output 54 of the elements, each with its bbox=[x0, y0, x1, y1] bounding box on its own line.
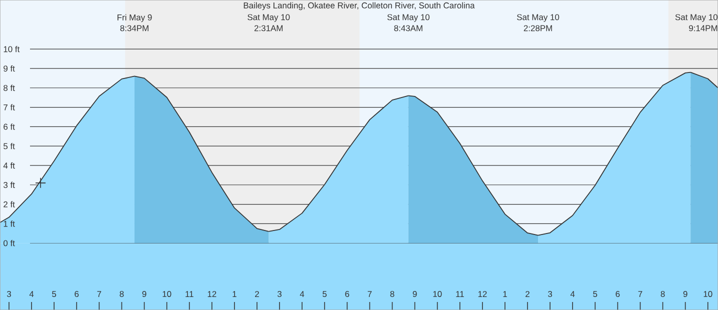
x-tick-label: 6 bbox=[74, 290, 79, 297]
x-tick-label: 10 bbox=[433, 290, 442, 297]
y-tick-label: 0 ft bbox=[4, 240, 15, 246]
x-tick-label: 5 bbox=[593, 291, 598, 297]
x-tick-label: 10 bbox=[162, 290, 172, 297]
x-tick-label: 3 bbox=[548, 290, 552, 297]
x-tick-label: 8 bbox=[120, 290, 124, 297]
x-tick-label: 5 bbox=[322, 291, 327, 297]
y-tick-label: 2 ft bbox=[4, 201, 15, 208]
x-tick-label: 1 bbox=[503, 291, 507, 297]
annotation: 2:28PM bbox=[524, 25, 552, 32]
x-tick-label: 1 bbox=[232, 291, 236, 297]
y-tick-label: 6 ft bbox=[4, 124, 15, 130]
x-tick-label: 6 bbox=[345, 290, 350, 297]
y-tick-label: 1 ft bbox=[4, 220, 15, 227]
x-tick-label: 4 bbox=[29, 291, 34, 297]
annotation: Sat May 10 bbox=[248, 14, 290, 22]
chart-title: Baileys Landing, Okatee River, Colleton River, South Carolina bbox=[244, 2, 475, 10]
y-tick-label: 8 ft bbox=[4, 84, 15, 91]
x-tick-label: 9 bbox=[683, 290, 688, 297]
annotation: 2:31AM bbox=[254, 25, 283, 32]
x-tick-label: 11 bbox=[456, 291, 464, 297]
x-tick-label: 9 bbox=[412, 290, 417, 297]
x-tick-label: 4 bbox=[300, 291, 304, 297]
annotation: Sat May 10 bbox=[517, 14, 560, 22]
y-tick-label: 9 ft bbox=[4, 65, 15, 72]
x-tick-label: 9 bbox=[142, 290, 146, 297]
x-tick-label: 11 bbox=[186, 291, 194, 297]
annotation: 8:34PM bbox=[120, 25, 148, 32]
x-tick-label: 8 bbox=[660, 290, 665, 297]
y-tick-label: 10 ft bbox=[4, 46, 20, 52]
x-tick-label: 5 bbox=[52, 291, 56, 297]
x-tick-label: 7 bbox=[97, 291, 102, 297]
annotation: Sat May 10 bbox=[675, 14, 718, 22]
x-tick-label: 12 bbox=[208, 291, 216, 297]
annotation: Fri May 9 bbox=[118, 14, 152, 22]
x-tick-label: 7 bbox=[368, 291, 372, 297]
y-tick-label: 4 ft bbox=[3, 162, 15, 169]
annotation: 9:14PM bbox=[689, 25, 718, 32]
y-tick-label: 5 ft bbox=[4, 142, 15, 150]
x-tick-label: 10 bbox=[704, 290, 712, 297]
x-tick-label: 2 bbox=[526, 291, 530, 297]
y-tick-label: 3 ft bbox=[4, 182, 15, 188]
x-tick-label: 12 bbox=[478, 291, 487, 297]
x-tick-label: 6 bbox=[616, 290, 620, 297]
annotation: 8:43AM bbox=[394, 25, 422, 32]
x-tick-label: 3 bbox=[6, 290, 12, 297]
x-tick-label: 2 bbox=[255, 291, 259, 297]
x-tick-label: 8 bbox=[390, 290, 394, 297]
x-tick-label: 7 bbox=[638, 291, 642, 297]
x-tick-label: 4 bbox=[570, 291, 575, 297]
y-tick-label: 7 ft bbox=[4, 104, 15, 110]
x-tick-label: 3 bbox=[278, 290, 282, 297]
annotation: Sat May 10 bbox=[387, 14, 430, 22]
